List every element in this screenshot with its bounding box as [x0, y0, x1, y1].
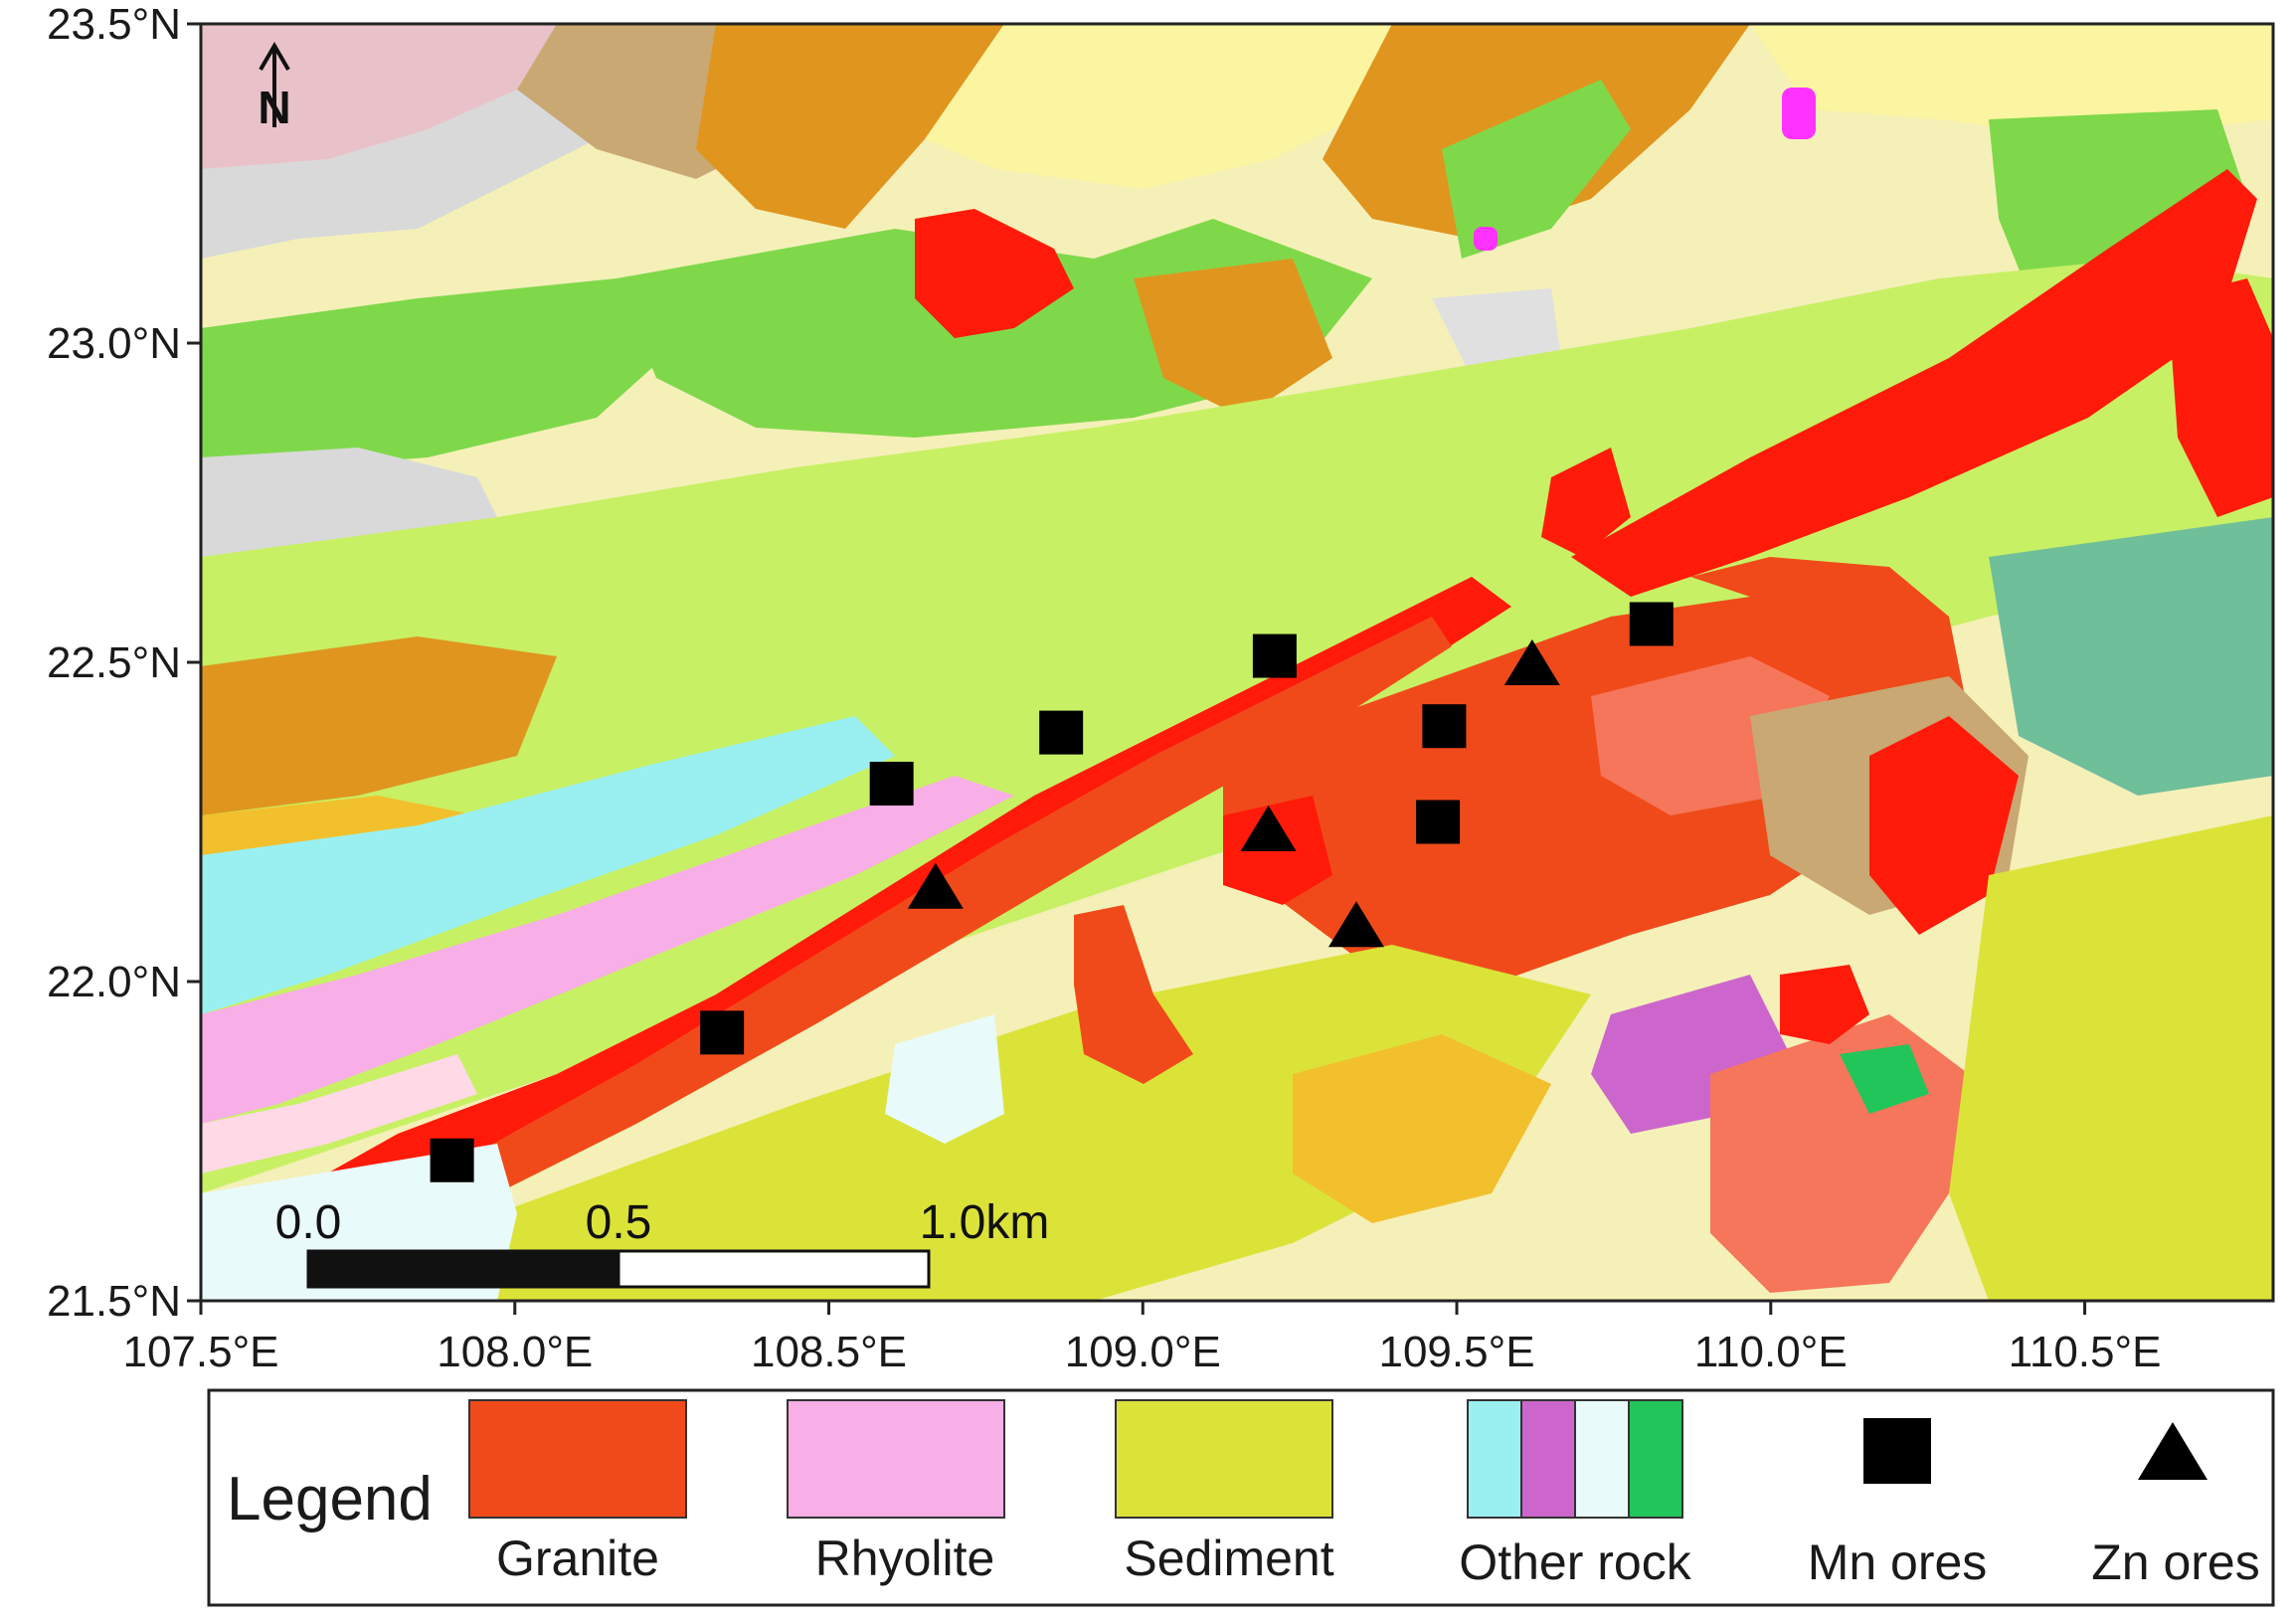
se-granite-dark	[1780, 965, 1869, 1044]
rhyolite-belt	[201, 776, 1014, 1124]
lon-tick-label-3: 109.0°E	[1065, 1328, 1221, 1376]
magenta-patch-north	[1782, 88, 1816, 139]
mn-ore-marker-4	[1252, 633, 1297, 678]
se-teal-zone	[1989, 517, 2273, 796]
legend-symbol-square	[1863, 1418, 1931, 1484]
zn-ore-marker-1	[1240, 805, 1297, 851]
legend-symbol-triangle	[2138, 1422, 2208, 1480]
lat-tick-label-2: 22.5°N	[47, 638, 181, 687]
mn-ore-marker-2	[869, 761, 914, 806]
south-granite-patch	[1074, 905, 1193, 1084]
legend-item-mn-ores: Mn ores	[1808, 1418, 1988, 1590]
lat-tick-label-3: 22.0°N	[47, 958, 181, 1006]
ne-granite-west	[1541, 448, 1631, 557]
zn-ore-marker-0	[907, 862, 964, 909]
lat-tick-label-4: 21.5°N	[47, 1277, 181, 1326]
se-sediment	[1949, 815, 2273, 1301]
scale-label-0: 0.0	[275, 1196, 342, 1249]
legend-label-sediment: Sediment	[1124, 1531, 1333, 1586]
legend: Legend Granite Rhyolite Sediment Other r…	[207, 1388, 2275, 1607]
legend-swatch-other-pale	[1574, 1399, 1630, 1519]
legend-item-zn-ores: Zn ores	[2091, 1422, 2260, 1590]
south-yellow-zone	[497, 945, 1591, 1301]
legend-item-rhyolite: Rhyolite	[787, 1399, 1005, 1586]
scale-bar-black	[308, 1251, 618, 1287]
mn-ore-marker-5	[1422, 704, 1467, 749]
ne-granite-east	[2168, 278, 2273, 517]
legend-label-zn-ores: Zn ores	[2091, 1534, 2260, 1590]
legend-label-granite: Granite	[496, 1531, 659, 1586]
legend-label-mn-ores: Mn ores	[1808, 1534, 1988, 1590]
scale-bar-white	[617, 1249, 931, 1289]
south-central-yellow	[1293, 1034, 1551, 1223]
se-dark-green	[1840, 1044, 1929, 1114]
legend-label-rhyolite: Rhyolite	[815, 1531, 995, 1586]
legend-label-other-rock: Other rock	[1459, 1534, 1691, 1590]
zn-ore-markers	[907, 639, 1560, 948]
lon-tick-label-6: 110.5°E	[2009, 1328, 2162, 1376]
central-orange-patch	[1134, 259, 1332, 418]
north-arrow: N	[258, 42, 291, 133]
mn-ore-marker-0	[430, 1138, 474, 1182]
se-granite-east	[1869, 716, 2019, 935]
west-green-zone	[201, 278, 696, 467]
legend-item-granite: Granite	[468, 1399, 687, 1586]
lon-tick-label-0: 107.5°E	[122, 1328, 278, 1376]
legend-item-sediment: Sediment	[1115, 1399, 1334, 1586]
scale-label-1: 0.5	[586, 1196, 652, 1249]
scale-label-2: 1.0km	[920, 1196, 1050, 1249]
legend-title: Legend	[227, 1465, 433, 1533]
magenta-patch-small	[1474, 227, 1498, 251]
mn-ore-markers	[430, 602, 1674, 1182]
north-yellow-pale	[925, 24, 1442, 189]
latitude-axis: 23.5°N 23.0°N 22.5°N 22.0°N 21.5°N	[47, 0, 201, 1326]
mn-ore-marker-3	[1039, 710, 1084, 755]
zn-ore-marker-2	[1327, 901, 1384, 948]
west-orange-zone	[201, 636, 557, 815]
pale-pink-belt	[201, 1054, 477, 1173]
lon-tick-label-5: 110.0°E	[1694, 1328, 1848, 1376]
mn-ore-marker-6	[1416, 800, 1461, 844]
lon-tick-label-1: 108.0°E	[437, 1328, 593, 1376]
legend-swatch-granite	[468, 1399, 687, 1519]
map-area: N 0.0 0.5 1.0km	[201, 24, 2273, 1301]
legend-item-other-rock: Other rock	[1459, 1399, 1692, 1590]
cyan-belt	[201, 716, 895, 1014]
north-pink-zone	[201, 24, 557, 169]
central-granite-pluton	[1223, 557, 1969, 1004]
legend-swatch-sediment	[1115, 1399, 1333, 1519]
lat-tick-label-1: 23.0°N	[47, 319, 181, 368]
legend-swatch-other-cyan	[1467, 1399, 1522, 1519]
lat-tick-label-0: 23.5°N	[47, 0, 181, 49]
longitude-axis: 107.5°E 108.0°E 108.5°E 109.0°E 109.5°E 110.0…	[122, 1301, 2161, 1376]
mn-ore-marker-7	[1629, 602, 1674, 646]
lon-tick-label-4: 109.5°E	[1378, 1328, 1534, 1376]
south-pale-2	[885, 1014, 1004, 1144]
legend-swatch-rhyolite	[787, 1399, 1005, 1519]
ne-yellow-zone	[1750, 24, 2273, 139]
legend-swatch-other-purple	[1520, 1399, 1576, 1519]
north-orange-band	[696, 24, 1004, 229]
legend-swatch-other-green	[1628, 1399, 1683, 1519]
north-arrow-label: N	[258, 82, 290, 133]
scale-bar: 0.0 0.5 1.0km	[275, 1196, 1050, 1289]
ne-granite-band	[1571, 169, 2257, 597]
north-green-ne	[1442, 80, 1631, 259]
north-granite-patch	[915, 209, 1074, 338]
lon-tick-label-2: 108.5°E	[751, 1328, 907, 1376]
zn-ore-marker-3	[1503, 639, 1560, 685]
mn-ore-marker-1	[700, 1010, 745, 1055]
